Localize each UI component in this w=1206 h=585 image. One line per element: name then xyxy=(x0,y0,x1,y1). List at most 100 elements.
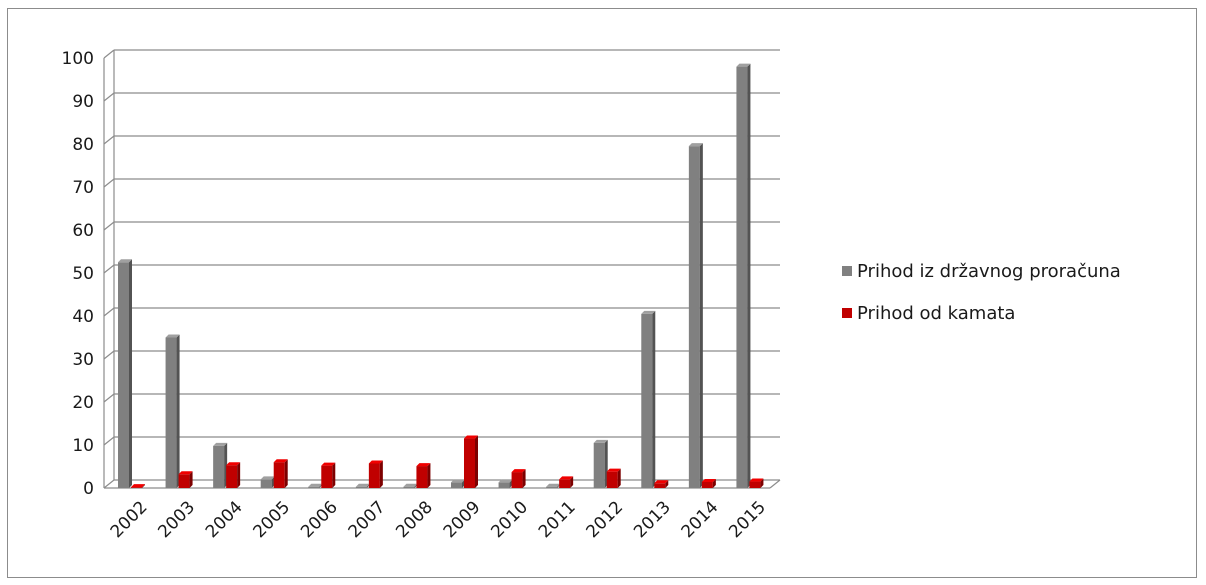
x-tick-label: 2006 xyxy=(297,497,342,542)
bar-front xyxy=(368,463,380,488)
bar xyxy=(559,476,574,488)
y-tick-label: 10 xyxy=(72,436,94,456)
bar-side xyxy=(665,480,669,488)
bar-front xyxy=(451,482,462,488)
bar-top xyxy=(749,478,764,482)
bar xyxy=(213,442,228,488)
bar-top xyxy=(226,462,241,466)
bar-top xyxy=(641,310,656,314)
bar-front xyxy=(226,465,238,488)
bar xyxy=(416,463,431,488)
bar-top xyxy=(260,476,275,480)
bar-top xyxy=(451,479,465,483)
bar xyxy=(701,478,716,488)
y-tick-label: 20 xyxy=(72,393,94,413)
bar-top xyxy=(213,442,228,446)
bar-front xyxy=(178,474,190,488)
bar-side xyxy=(570,476,574,488)
bar-top xyxy=(701,478,716,482)
bar-front xyxy=(118,262,129,488)
bar xyxy=(641,310,656,488)
y-tick-label: 90 xyxy=(72,92,94,112)
x-tick-label: 2004 xyxy=(202,497,247,542)
bar-side xyxy=(522,469,526,488)
x-tick-label: 2005 xyxy=(250,497,295,542)
x-axis-ticks: 2002 2003 2004 2005 2006 2007 2008 2009 2010 2011… xyxy=(107,497,770,542)
grid-depth-line xyxy=(103,49,115,59)
bar-side xyxy=(129,259,132,488)
bar xyxy=(368,460,383,488)
legend-label: Prihod iz državnog proračuna xyxy=(857,261,1121,282)
bar-front xyxy=(416,466,428,488)
bar-top xyxy=(511,469,526,473)
bar xyxy=(688,143,703,488)
bar xyxy=(226,462,241,488)
y-tick-label: 30 xyxy=(72,350,94,370)
bar-front xyxy=(511,472,523,488)
bar-front xyxy=(498,482,510,488)
bar-side xyxy=(189,471,193,488)
grid-depth-line xyxy=(103,307,115,317)
bar-side xyxy=(427,463,431,488)
bar-front xyxy=(559,479,571,488)
bar-side xyxy=(712,478,716,488)
bar xyxy=(165,334,180,488)
bar-top xyxy=(736,63,751,67)
chart-frame: 0 10 20 30 40 50 60 70 80 90 100 2002 2003 2004 2005 2… xyxy=(7,8,1197,578)
bar-side xyxy=(142,484,145,488)
y-axis-ticks: 0 10 20 30 40 50 60 70 80 90 100 xyxy=(62,49,94,499)
grid-depth-line xyxy=(103,92,115,102)
y-tick-label: 80 xyxy=(72,135,94,155)
grid-depth-line xyxy=(103,350,115,360)
y-tick-label: 60 xyxy=(72,221,94,241)
y-tick-label: 70 xyxy=(72,178,94,198)
bar-front xyxy=(654,483,666,488)
bar-top xyxy=(355,483,370,487)
bar xyxy=(178,471,193,488)
x-tick-label: 2008 xyxy=(392,497,437,542)
legend-label: Prihod od kamata xyxy=(857,303,1015,324)
bar-front xyxy=(606,471,618,488)
legend: Prihod iz državnog proračuna Prihod od ka… xyxy=(842,261,1121,324)
grid-depth-line xyxy=(103,264,115,274)
bar-top xyxy=(688,143,703,147)
bar-top xyxy=(593,439,608,443)
grid-depth-line xyxy=(103,479,115,489)
grid-depth-line xyxy=(103,393,115,403)
bar-top xyxy=(131,484,145,488)
bar xyxy=(260,476,275,488)
bar-side xyxy=(617,468,621,488)
y-tick-label: 50 xyxy=(72,264,94,284)
bar-front xyxy=(355,486,367,488)
grid-depth-line xyxy=(103,135,115,145)
x-tick-label: 2011 xyxy=(535,497,580,542)
x-tick-label: 2007 xyxy=(345,497,390,542)
x-tick-label: 2014 xyxy=(678,497,723,542)
bar-front xyxy=(321,465,333,488)
bar-top xyxy=(308,483,323,487)
x-tick-label: 2012 xyxy=(583,497,628,542)
bar-front xyxy=(403,486,415,488)
bar-top xyxy=(606,468,621,472)
grid-depth-line xyxy=(103,436,115,446)
bar-front xyxy=(546,486,558,488)
legend-swatch xyxy=(842,308,852,318)
bar-top xyxy=(559,476,574,480)
bar xyxy=(308,483,323,488)
bar xyxy=(654,480,669,488)
grid-lines xyxy=(103,49,780,489)
bar-front xyxy=(464,438,475,488)
x-tick-label: 2015 xyxy=(725,497,770,542)
bar xyxy=(464,435,478,488)
bar xyxy=(273,459,288,488)
bar-top xyxy=(118,259,132,263)
bar-side xyxy=(332,462,336,488)
bar xyxy=(131,484,145,488)
bar-top xyxy=(416,463,431,467)
x-tick-label: 2002 xyxy=(107,497,152,542)
bar xyxy=(498,479,513,488)
x-tick-label: 2009 xyxy=(440,497,485,542)
axes xyxy=(103,50,781,489)
bar xyxy=(403,483,418,488)
